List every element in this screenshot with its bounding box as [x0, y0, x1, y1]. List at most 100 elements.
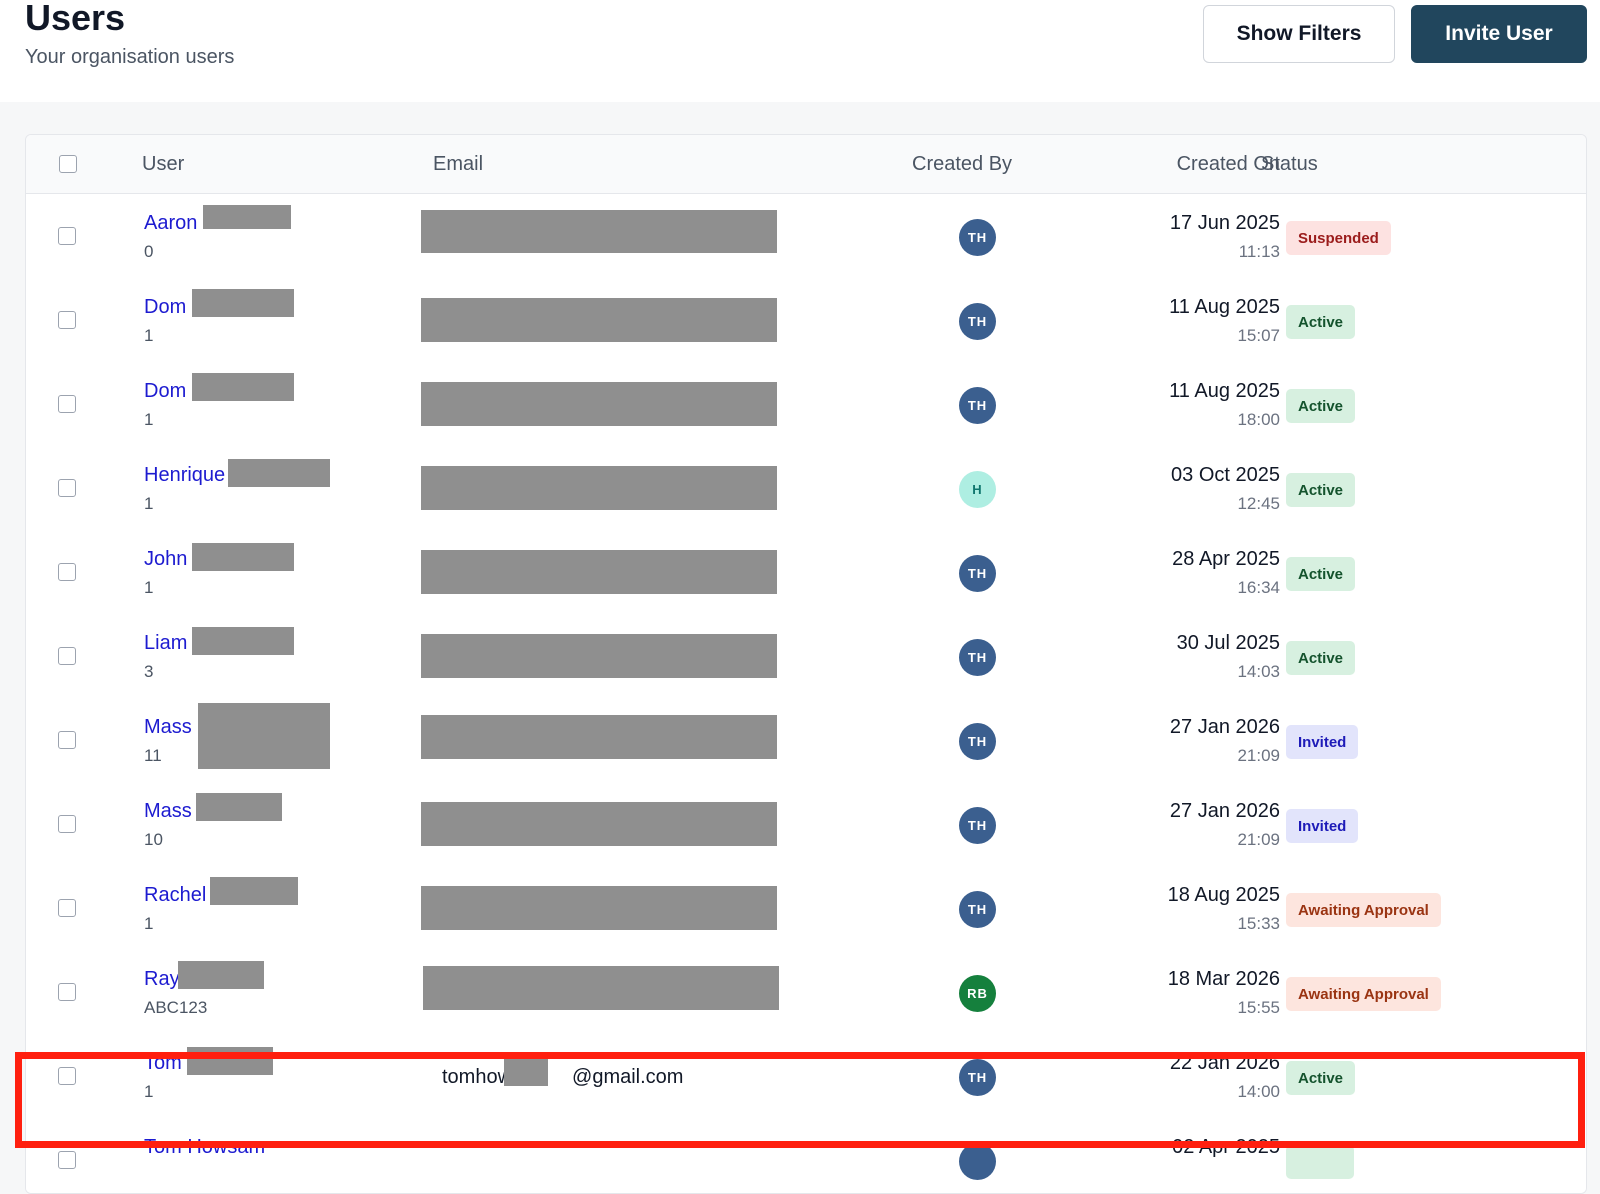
created-on-time: 15:33	[1237, 914, 1280, 933]
user-subtext: 3	[144, 662, 154, 681]
status-badge	[1286, 1145, 1354, 1179]
redacted-email-block	[421, 550, 777, 594]
created-on-date: 11 Aug 2025	[1169, 380, 1280, 402]
column-header-created-on[interactable]: Created On	[1176, 153, 1280, 175]
created-on-time: 15:55	[1237, 998, 1280, 1017]
created-on-time: 11:13	[1238, 242, 1280, 261]
highlight-box	[15, 1052, 1585, 1148]
created-on-date: 27 Jan 2026	[1169, 800, 1280, 822]
redacted-email-block	[421, 210, 777, 253]
redacted-name-block	[192, 373, 294, 401]
created-by-avatar: TH	[959, 555, 996, 592]
created-by-avatar: TH	[959, 303, 996, 340]
user-subtext: 0	[144, 242, 154, 261]
row-checkbox[interactable]	[58, 899, 76, 917]
show-filters-button[interactable]: Show Filters	[1203, 5, 1395, 63]
select-all-checkbox[interactable]	[59, 155, 77, 173]
column-header-status[interactable]: Status	[1261, 153, 1318, 175]
row-checkbox[interactable]	[58, 1067, 76, 1085]
redacted-name-block	[203, 205, 291, 229]
status-badge: Invited	[1286, 809, 1359, 843]
row-checkbox[interactable]	[58, 479, 76, 497]
redacted-name-block	[198, 703, 330, 769]
created-on-date: 27 Jan 2026	[1169, 716, 1280, 738]
user-name-link[interactable]: Henrique	[144, 464, 226, 486]
row-checkbox[interactable]	[58, 311, 76, 329]
user-name-link[interactable]: Mass	[144, 800, 192, 822]
row-checkbox[interactable]	[58, 563, 76, 581]
column-header-user[interactable]: User	[142, 153, 185, 175]
created-on-time: 15:07	[1237, 326, 1280, 345]
page-subtitle: Your organisation users	[25, 46, 235, 68]
users-table: User Email Created By Created On Status …	[25, 134, 1587, 1194]
user-name-link[interactable]: Mass	[144, 716, 192, 738]
redacted-email-block	[421, 298, 777, 342]
created-on-time: 21:09	[1237, 746, 1280, 765]
created-on-date: 03 Oct 2025	[1171, 464, 1280, 486]
redacted-name-block	[192, 627, 294, 655]
user-subtext: 1	[144, 914, 154, 933]
page-title: Users	[25, 0, 126, 38]
created-on-time: 12:45	[1237, 494, 1280, 513]
row-checkbox[interactable]	[58, 395, 76, 413]
user-name-link[interactable]: Rachel	[144, 884, 207, 906]
created-by-avatar: TH	[959, 891, 996, 928]
created-on-date: 18 Mar 2026	[1167, 968, 1280, 990]
redacted-name-block	[210, 877, 298, 905]
table-row[interactable]: Mass 10 TH 27 Jan 2026 21:09 Invited	[26, 782, 1586, 868]
created-on-date: 18 Aug 2025	[1167, 884, 1280, 906]
page-header: Users Your organisation users Show Filte…	[0, 0, 1600, 102]
created-by-avatar: TH	[959, 723, 996, 760]
user-name-link[interactable]: Dom	[144, 296, 187, 318]
status-badge: Active	[1286, 1061, 1356, 1095]
redacted-email-block	[421, 802, 777, 846]
created-on-time: 16:34	[1237, 578, 1280, 597]
user-name-link[interactable]: Liam	[144, 632, 188, 654]
user-subtext: 11	[144, 746, 162, 765]
column-header-created-by[interactable]: Created By	[912, 153, 1013, 175]
status-badge: Invited	[1286, 725, 1359, 759]
redacted-email-block	[504, 1058, 548, 1086]
row-checkbox[interactable]	[58, 815, 76, 833]
user-subtext: 1	[144, 410, 154, 429]
row-checkbox[interactable]	[58, 731, 76, 749]
user-name-link[interactable]: Aaron	[144, 212, 198, 234]
user-subtext: 1	[144, 578, 154, 597]
created-by-avatar	[959, 1143, 996, 1180]
status-badge: Suspended	[1286, 221, 1391, 255]
status-badge: Active	[1286, 473, 1356, 507]
created-by-avatar: TH	[959, 1059, 996, 1096]
row-checkbox[interactable]	[58, 983, 76, 1001]
redacted-name-block	[228, 459, 330, 487]
created-on-date: 28 Apr 2025	[1172, 548, 1280, 570]
status-badge: Active	[1286, 305, 1356, 339]
redacted-name-block	[196, 793, 282, 821]
table-row[interactable]: Tom 1 tomhow @gmail.com TH 22 Jan 2026 14:00 A…	[26, 1034, 1586, 1120]
user-subtext: 10	[144, 830, 163, 849]
user-name-link[interactable]: John	[144, 548, 188, 570]
table-row[interactable]: Liam 3 TH 30 Jul 2025 14:03 Active	[26, 614, 1586, 700]
created-by-avatar: TH	[959, 807, 996, 844]
status-badge: Active	[1286, 641, 1356, 675]
redacted-email-block	[421, 466, 777, 510]
row-checkbox[interactable]	[58, 227, 76, 245]
created-by-avatar: TH	[959, 219, 996, 256]
user-subtext: 1	[144, 494, 154, 513]
invite-user-button[interactable]: Invite User	[1411, 5, 1587, 63]
user-name-link[interactable]: Dom	[144, 380, 187, 402]
created-on-time: 18:00	[1237, 410, 1280, 429]
column-header-email[interactable]: Email	[433, 153, 484, 175]
row-checkbox[interactable]	[58, 1151, 76, 1169]
row-checkbox[interactable]	[58, 647, 76, 665]
redacted-email-block	[421, 886, 777, 930]
created-on-time: 14:00	[1237, 1082, 1280, 1101]
redacted-email-block	[423, 966, 779, 1010]
user-name-link[interactable]: Ray	[144, 968, 180, 990]
user-subtext: 1	[144, 326, 154, 345]
created-by-avatar: TH	[959, 639, 996, 676]
status-badge: Awaiting Approval	[1286, 893, 1441, 927]
created-on-date: 30 Jul 2025	[1176, 632, 1280, 654]
status-badge: Awaiting Approval	[1286, 977, 1441, 1011]
created-on-time: 21:09	[1237, 830, 1280, 849]
created-on-date: 17 Jun 2025	[1169, 212, 1280, 234]
